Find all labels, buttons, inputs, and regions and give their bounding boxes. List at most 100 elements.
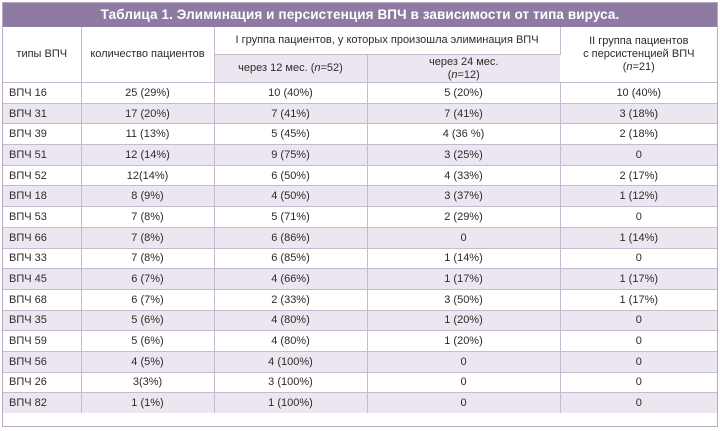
cell-type: ВПЧ 45 [3,268,82,290]
hpv-table: типы ВПЧ количество пациентов I группа п… [3,27,718,413]
table-row: ВПЧ 35 5 (6%) 4 (80%) 1 (20%) 0 [3,310,718,332]
cell-count: 5 (6%) [81,310,215,332]
cell-24m: 7 (41%) [367,103,561,125]
cell-type: ВПЧ 51 [3,144,82,166]
cell-count: 1 (1%) [81,392,215,413]
cell-count: 6 (7%) [81,268,215,290]
header-24m-prefix: ( [447,68,452,81]
cell-12m: 5 (71%) [214,206,368,228]
cell-24m: 3 (50%) [367,289,561,311]
cell-type: ВПЧ 53 [3,206,82,228]
cell-12m: 5 (45%) [214,123,368,146]
cell-persist: 0 [560,310,718,332]
cell-12m: 10 (40%) [214,82,368,104]
cell-type: ВПЧ 82 [3,392,82,413]
header-group2-prefix: ( [622,61,627,73]
cell-type: ВПЧ 68 [3,289,82,311]
cell-type: ВПЧ 26 [3,372,82,394]
cell-count: 7 (8%) [81,227,215,249]
cell-count: 12 (14%) [81,144,215,166]
cell-12m: 7 (41%) [214,103,368,125]
header-12m-suffix: =52) [320,62,343,74]
header-group2-line1: II группа пациентов [589,35,689,47]
cell-count: 7 (8%) [81,206,215,228]
cell-type: ВПЧ 39 [3,123,82,146]
cell-24m: 4 (36 %) [367,123,561,146]
cell-persist: 10 (40%) [560,82,718,104]
cell-24m: 0 [367,372,561,394]
cell-persist: 0 [560,144,718,166]
table-row: ВПЧ 53 7 (8%) 5 (71%) 2 (29%) 0 [3,206,718,228]
header-24m-suffix: =12) [457,68,480,81]
cell-persist: 0 [560,330,718,352]
cell-24m: 5 (20%) [367,82,561,104]
header-12m-n: n [314,62,321,74]
header-count: количество пациентов [81,27,215,83]
cell-12m: 4 (80%) [214,330,368,352]
cell-type: ВПЧ 18 [3,185,82,208]
header-group2: II группа пациентов с персистенцией ВПЧ … [560,27,718,83]
cell-24m: 1 (20%) [367,330,561,352]
cell-12m: 9 (75%) [214,144,368,166]
cell-persist: 1 (17%) [560,268,718,290]
cell-type: ВПЧ 33 [3,248,82,270]
cell-12m: 1 (100%) [214,392,368,413]
table-row: ВПЧ 33 7 (8%) 6 (85%) 1 (14%) 0 [3,248,718,270]
cell-persist: 1 (12%) [560,185,718,208]
header-group1-12m: через 12 мес. (n=52) [214,54,368,83]
table-row: ВПЧ 52 12(14%) 6 (50%) 4 (33%) 2 (17%) [3,165,718,187]
cell-12m: 4 (100%) [214,351,368,373]
table-title: Таблица 1. Элиминация и персистенция ВПЧ… [3,3,717,27]
cell-count: 5 (6%) [81,330,215,352]
header-group2-suffix: =21) [632,61,655,73]
cell-count: 6 (7%) [81,289,215,311]
cell-persist: 0 [560,248,718,270]
cell-type: ВПЧ 31 [3,103,82,125]
header-12m-prefix: через 12 мес. ( [238,62,315,74]
cell-count: 17 (20%) [81,103,215,125]
table-row: ВПЧ 39 11 (13%) 5 (45%) 4 (36 %) 2 (18%) [3,123,718,146]
table-row: ВПЧ 31 17 (20%) 7 (41%) 7 (41%) 3 (18%) [3,103,718,125]
cell-24m: 1 (20%) [367,310,561,332]
cell-12m: 4 (50%) [214,185,368,208]
cell-count: 25 (29%) [81,82,215,104]
cell-count: 3(3%) [81,372,215,394]
cell-count: 11 (13%) [81,123,215,146]
cell-persist: 2 (17%) [560,165,718,187]
cell-24m: 3 (25%) [367,144,561,166]
table-body: ВПЧ 16 25 (29%) 10 (40%) 5 (20%) 10 (40%) ВП… [3,82,718,413]
cell-12m: 4 (80%) [214,310,368,332]
cell-24m: 0 [367,227,561,249]
header-24m-line1: через 24 мес. [429,55,499,68]
table-row: ВПЧ 68 6 (7%) 2 (33%) 3 (50%) 1 (17%) [3,289,718,311]
cell-24m: 4 (33%) [367,165,561,187]
cell-persist: 1 (17%) [560,289,718,311]
cell-24m: 1 (17%) [367,268,561,290]
cell-24m: 1 (14%) [367,248,561,270]
table-row: ВПЧ 18 8 (9%) 4 (50%) 3 (37%) 1 (12%) [3,185,718,208]
cell-12m: 3 (100%) [214,372,368,394]
table-row: ВПЧ 51 12 (14%) 9 (75%) 3 (25%) 0 [3,144,718,166]
cell-count: 4 (5%) [81,351,215,373]
table-row: ВПЧ 66 7 (8%) 6 (86%) 0 1 (14%) [3,227,718,249]
cell-type: ВПЧ 16 [3,82,82,104]
table-row: ВПЧ 16 25 (29%) 10 (40%) 5 (20%) 10 (40%) [3,82,718,104]
cell-count: 8 (9%) [81,185,215,208]
cell-type: ВПЧ 35 [3,310,82,332]
header-type: типы ВПЧ [3,27,82,83]
table-row: ВПЧ 45 6 (7%) 4 (66%) 1 (17%) 1 (17%) [3,268,718,290]
cell-24m: 3 (37%) [367,185,561,208]
header-group2-line2: с персистенцией ВПЧ [583,48,695,60]
header-group2-n: n [626,61,633,73]
cell-12m: 6 (86%) [214,227,368,249]
header-24m-n: n [451,68,458,81]
cell-persist: 0 [560,206,718,228]
table-row: ВПЧ 26 3(3%) 3 (100%) 0 0 [3,372,718,394]
cell-12m: 2 (33%) [214,289,368,311]
cell-persist: 0 [560,351,718,373]
header-group1-24m: через 24 мес. (n=12) [367,54,561,83]
cell-12m: 6 (85%) [214,248,368,270]
cell-type: ВПЧ 52 [3,165,82,187]
cell-count: 7 (8%) [81,248,215,270]
